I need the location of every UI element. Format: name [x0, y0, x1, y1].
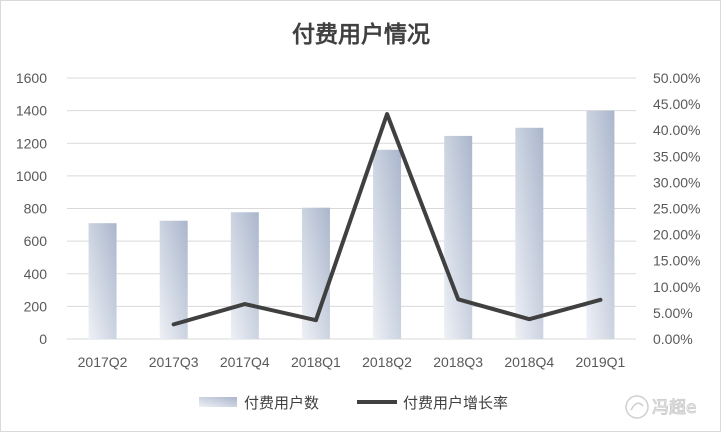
line-series — [171, 112, 603, 327]
left-tick-label: 1600 — [16, 70, 47, 86]
right-tick-label: 30.00% — [653, 174, 700, 190]
right-tick-label: 5.00% — [653, 305, 693, 321]
right-tick-label: 50.00% — [653, 70, 700, 86]
left-axis: 0 200 400 600 800 1000 1200 1400 1600 — [16, 70, 47, 347]
x-tick-label: 2017Q4 — [220, 354, 270, 370]
x-tick-label: 2018Q3 — [433, 354, 483, 370]
right-axis: 0.00% 5.00% 10.00% 15.00% 20.00% 25.00% 30.00%… — [653, 70, 700, 347]
bar — [159, 220, 188, 339]
x-tick-label: 2018Q1 — [291, 354, 341, 370]
x-tick-label: 2017Q2 — [78, 354, 128, 370]
bar-series — [88, 110, 615, 339]
x-axis: 2017Q2 2017Q3 2017Q4 2018Q1 2018Q2 2018Q3 2018… — [78, 354, 626, 370]
right-tick-label: 35.00% — [653, 148, 700, 164]
watermark-logo-icon — [625, 395, 649, 419]
legend: 付费用户数 付费用户增长率 — [199, 394, 508, 412]
bar — [88, 223, 117, 339]
x-tick-label: 2018Q4 — [504, 354, 554, 370]
line-point — [173, 323, 175, 325]
right-tick-label: 25.00% — [653, 201, 700, 217]
bar — [373, 149, 402, 339]
right-tick-label: 40.00% — [653, 122, 700, 138]
right-tick-label: 45.00% — [653, 96, 700, 112]
watermark-text: 冯超e — [652, 398, 696, 418]
bar — [230, 212, 259, 339]
gridlines — [67, 77, 636, 340]
x-tick-label: 2018Q2 — [362, 354, 412, 370]
line-point — [528, 318, 530, 320]
right-tick-label: 0.00% — [653, 331, 693, 347]
line-point — [386, 113, 388, 115]
x-tick-label: 2017Q3 — [149, 354, 199, 370]
bar — [586, 110, 615, 339]
legend-bar-label: 付费用户数 — [244, 394, 319, 412]
right-tick-label: 15.00% — [653, 253, 700, 269]
bar — [515, 127, 544, 339]
line-point — [315, 319, 317, 321]
left-tick-label: 1000 — [16, 168, 47, 184]
legend-bar-swatch — [199, 397, 237, 407]
right-tick-label: 10.00% — [653, 279, 700, 295]
bar — [444, 135, 473, 339]
left-tick-label: 400 — [24, 266, 48, 282]
left-tick-label: 0 — [39, 331, 47, 347]
right-tick-label: 20.00% — [653, 227, 700, 243]
watermark: 冯超e — [625, 395, 697, 419]
watermark-logo-mark — [630, 402, 644, 411]
left-tick-label: 200 — [24, 298, 48, 314]
legend-line-label: 付费用户增长率 — [403, 394, 508, 412]
x-tick-label: 2019Q1 — [576, 354, 626, 370]
left-tick-label: 1200 — [16, 135, 47, 151]
line-point — [599, 299, 601, 301]
line-point — [457, 298, 459, 300]
line-point — [244, 303, 246, 305]
left-tick-label: 1400 — [16, 103, 47, 119]
left-tick-label: 800 — [24, 201, 48, 217]
chart-title: 付费用户情况 — [292, 21, 430, 48]
left-tick-label: 600 — [24, 233, 48, 249]
